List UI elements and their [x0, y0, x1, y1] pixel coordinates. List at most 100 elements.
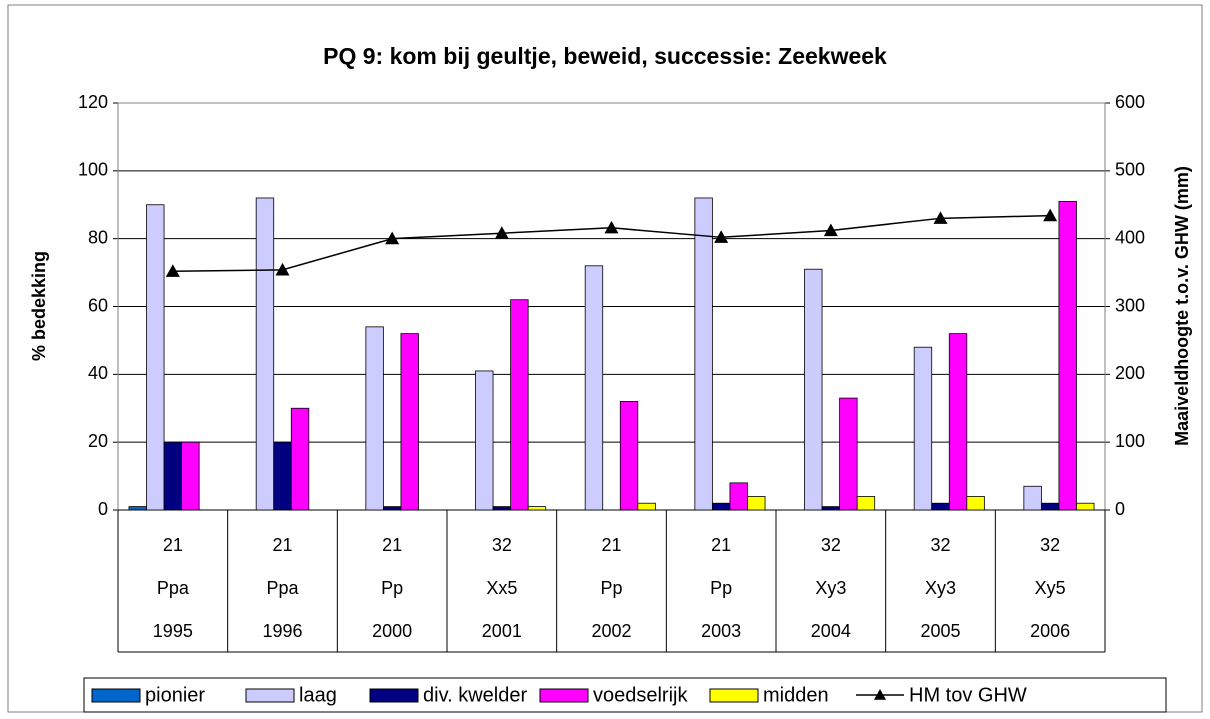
y-tick-label: 0 — [98, 499, 108, 519]
bar — [290, 407, 310, 511]
y-tick-label: 20 — [88, 431, 108, 451]
y-axis-label: % bedekking — [29, 251, 49, 361]
y2-tick-label: 200 — [1115, 363, 1145, 383]
y-tick-label: 120 — [78, 92, 108, 112]
y-tick-label: 60 — [88, 295, 108, 315]
legend-swatch — [709, 688, 759, 703]
bar — [128, 506, 147, 511]
bar — [1040, 502, 1060, 511]
line-marker — [604, 220, 619, 234]
line-marker — [714, 230, 729, 243]
bar — [966, 496, 985, 511]
legend-label: laag — [299, 684, 337, 706]
x-tick-label-code: 32 — [492, 535, 512, 555]
bar — [1076, 502, 1095, 511]
bar — [1023, 485, 1042, 511]
legend-label: div. kwelder — [423, 684, 527, 706]
y2-tick-label: 400 — [1115, 227, 1145, 247]
x-tick-label: 2004 — [811, 621, 851, 641]
x-tick-label-code: 21 — [382, 535, 402, 555]
y2-tick-label: 300 — [1115, 295, 1145, 315]
bar — [510, 299, 529, 511]
x-tick-label: 2000 — [372, 621, 412, 641]
bar — [804, 268, 823, 511]
bar — [400, 333, 419, 511]
bar — [711, 502, 731, 511]
line-marker — [165, 264, 180, 277]
y-tick-label: 100 — [78, 160, 108, 180]
legend-swatch — [245, 688, 295, 703]
legend-label: midden — [763, 684, 829, 706]
line-marker — [1043, 208, 1058, 222]
line-marker — [275, 262, 290, 276]
bar — [821, 506, 841, 511]
y2-tick-label: 600 — [1115, 92, 1145, 112]
x-tick-label-type: Xy3 — [815, 578, 846, 598]
bar — [747, 496, 766, 511]
bar — [527, 506, 547, 511]
bar — [382, 506, 402, 511]
legend-swatch — [91, 688, 141, 703]
bar — [181, 441, 200, 511]
bar — [637, 502, 656, 511]
y2-tick-label: 500 — [1115, 160, 1145, 180]
x-tick-label-code: 21 — [163, 535, 183, 555]
x-tick-label: 2005 — [920, 621, 960, 641]
x-tick-label-type: Ppa — [266, 578, 299, 598]
x-tick-label-type: Pp — [600, 578, 622, 598]
x-tick-label-code: 32 — [821, 535, 841, 555]
legend-swatch — [369, 688, 419, 703]
bar — [365, 326, 384, 511]
bar — [584, 265, 604, 511]
y2-tick-label: 0 — [1115, 499, 1125, 519]
chart-title: PQ 9: kom bij geultje, beweid, successie… — [323, 43, 887, 69]
x-tick-label: 1996 — [262, 621, 302, 641]
y-tick-label: 80 — [88, 227, 108, 247]
line-marker — [933, 211, 948, 224]
bar — [931, 502, 950, 511]
bar — [856, 496, 876, 511]
bar — [255, 197, 275, 511]
bar — [913, 346, 933, 511]
bar — [475, 370, 494, 511]
x-tick-label: 2003 — [701, 621, 741, 641]
x-tick-label-type: Xy5 — [1035, 578, 1066, 598]
x-tick-label: 1995 — [153, 621, 193, 641]
x-tick-label: 2002 — [591, 621, 631, 641]
bar — [694, 197, 713, 511]
legend-label: voedselrijk — [593, 684, 688, 706]
x-tick-label-code: 21 — [272, 535, 292, 555]
bar — [273, 441, 292, 511]
line-marker — [494, 226, 509, 239]
bar — [948, 333, 968, 511]
x-tick-label-type: Pp — [381, 578, 403, 598]
bar — [839, 397, 858, 511]
x-tick-label-type: Pp — [710, 578, 732, 598]
y2-axis-label: Maaiveldhoogte t.o.v. GHW (mm) — [1172, 166, 1192, 446]
x-tick-label-code: 32 — [1040, 535, 1060, 555]
x-tick-label: 2006 — [1030, 621, 1070, 641]
y2-tick-label: 100 — [1115, 431, 1145, 451]
bar — [492, 506, 512, 511]
legend-swatch — [539, 688, 589, 703]
bar — [163, 441, 183, 511]
bar — [729, 482, 748, 511]
x-tick-label-type: Ppa — [157, 578, 190, 598]
legend-label: HM tov GHW — [909, 684, 1027, 706]
x-tick-label: 2001 — [482, 621, 522, 641]
x-tick-label-type: Xx5 — [486, 578, 517, 598]
x-tick-label-code: 21 — [711, 535, 731, 555]
x-tick-label-type: Xy3 — [925, 578, 956, 598]
bar — [619, 401, 639, 511]
x-tick-label-code: 21 — [601, 535, 621, 555]
legend-marker — [874, 689, 886, 700]
y-tick-label: 40 — [88, 363, 108, 383]
bar — [146, 204, 165, 511]
legend-label: pionier — [145, 684, 205, 706]
x-tick-label-code: 32 — [930, 535, 950, 555]
bar — [1058, 200, 1077, 511]
line-marker — [823, 223, 838, 237]
chart-frame — [7, 4, 1203, 713]
line-marker — [385, 231, 400, 245]
